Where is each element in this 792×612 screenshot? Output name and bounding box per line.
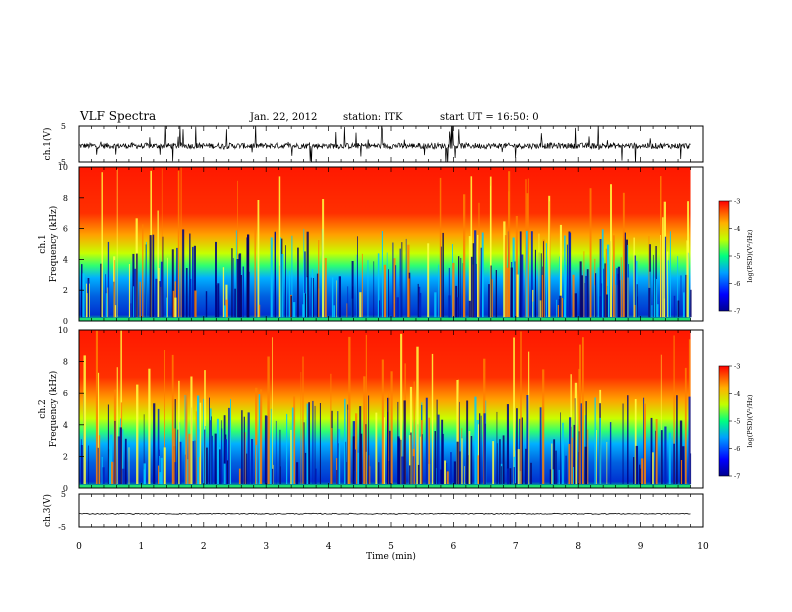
ch1-ytick-label: 5 [61,122,66,131]
colorbar-2 [718,365,730,477]
colorbar-2-tick-label: -7 [734,473,740,481]
spectrogram-2-baseline [79,484,691,488]
x-tick-label: 0 [76,542,82,552]
colorbar-1-tick-label: -4 [734,225,740,233]
spectrogram-1-ylabel-frequency: Frequency (kHz) [48,206,59,283]
colorbar-1 [718,200,730,312]
x-tick-label: 8 [575,542,581,552]
spectrogram-1-ytick-label: 2 [63,286,68,295]
spectrogram-2-ytick-label: 0 [63,484,68,493]
chart-title: VLF Spectra [80,109,157,123]
spectrogram-1-baseline [79,317,691,321]
ch3-ytick-label: -5 [58,523,66,532]
spectrogram-1-ytick-label: 4 [63,255,68,264]
x-tick-label: 2 [201,542,207,552]
station-label: station: ITK [343,112,403,123]
start-time-label: start UT = 16:50: 0 [440,112,539,123]
spectrogram-1-ytick-label: 8 [63,194,68,203]
ch3-ylabel: ch.3(V) [42,494,53,527]
ch1-ylabel: ch.1(V) [42,128,53,161]
spectrogram-2-ytick-label: 2 [63,452,68,461]
spectrogram-2-streaks [79,330,692,488]
colorbar-2-label: log(PSD)(V²/Hz) [746,394,754,447]
spectrogram-1-streaks [79,167,692,321]
ch1-ytick-label: -5 [58,158,66,167]
colorbar-2-tick-label: -5 [734,418,740,426]
spectrogram-2-ytick-label: 4 [63,421,68,430]
ch1-waveform-line [79,126,691,162]
spectrogram-2-ylabel-channel: ch.2 [38,399,48,418]
x-tick-label: 5 [388,542,394,552]
x-axis-label: Time (min) [366,551,416,562]
x-tick-label: 1 [139,542,145,552]
colorbar-1-tick-label: -3 [734,198,740,206]
ch3-waveform-line [79,512,691,515]
colorbar-1-tick-label: -7 [734,308,740,316]
ch3-ytick-label: 5 [61,490,66,499]
spectrogram-1-ylabel-channel: ch.1 [38,234,48,253]
spectrogram-2-ytick-label: 8 [63,358,68,367]
spectrogram-1-ytick-label: 0 [63,317,68,326]
spectrogram-2-ylabel-frequency: Frequency (kHz) [48,371,59,448]
colorbar-2-tick-label: -6 [734,445,740,453]
colorbar-2-tick-label: -3 [734,363,740,371]
x-tick-label: 4 [326,542,332,552]
colorbar-1-tick-label: -5 [734,253,740,261]
date-label: Jan. 22, 2012 [250,112,318,123]
spectrogram-2-ytick-label: 10 [58,326,68,335]
spectrogram-2-ytick-label: 6 [63,389,68,398]
x-tick-label: 7 [513,542,519,552]
x-tick-label: 6 [451,542,457,552]
colorbar-2-tick-label: -4 [734,390,740,398]
x-tick-label: 10 [697,542,709,552]
colorbar-1-tick-label: -6 [734,280,740,288]
colorbar-1-label: log(PSD)(V²/Hz) [746,229,754,282]
x-tick-label: 3 [263,542,269,552]
x-tick-label: 9 [638,542,644,552]
spectrogram-1-ytick-label: 6 [63,225,68,234]
spectrogram-1-ytick-label: 10 [58,163,68,172]
